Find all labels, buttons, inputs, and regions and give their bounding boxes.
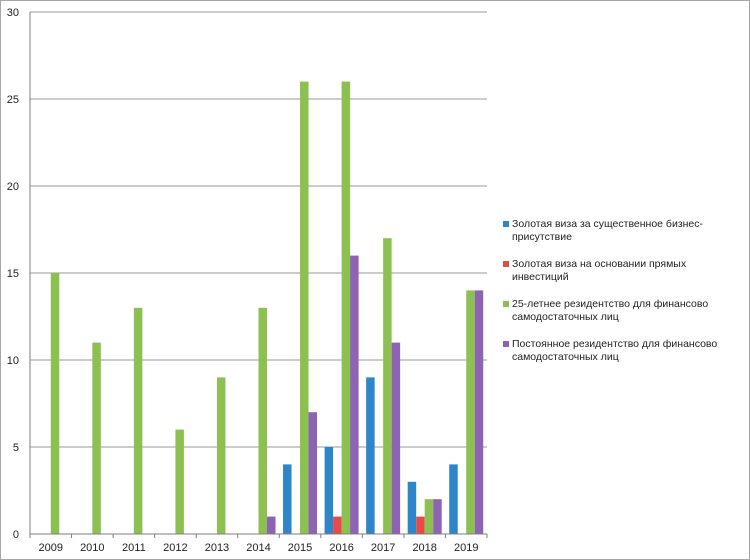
bar xyxy=(258,307,267,534)
legend-item: 25-летнее резидентство для финансово сам… xyxy=(503,298,743,324)
x-tick-label: 2019 xyxy=(454,542,478,554)
y-tick-label: 15 xyxy=(7,268,19,280)
bar xyxy=(50,273,60,534)
legend-item: Золотая виза на основании прямых инвести… xyxy=(503,258,743,284)
bar xyxy=(391,342,401,534)
x-tick-label: 2009 xyxy=(39,542,63,554)
y-tick-label: 10 xyxy=(7,355,19,367)
bar xyxy=(308,412,318,534)
legend-item: Постоянное резидентство для финансово са… xyxy=(503,338,743,364)
x-tick-label: 2013 xyxy=(205,542,229,554)
x-tick-label: 2017 xyxy=(371,542,395,554)
bar xyxy=(333,516,342,534)
bar xyxy=(283,464,292,534)
y-tick-label: 5 xyxy=(13,442,19,454)
bar xyxy=(466,290,475,534)
x-tick-label: 2011 xyxy=(122,542,146,554)
x-tick-label: 2014 xyxy=(246,542,270,554)
bar xyxy=(133,307,143,534)
bar xyxy=(416,516,425,534)
y-tick-label: 30 xyxy=(7,7,19,19)
legend-label: Золотая виза за существенное бизнес-прис… xyxy=(512,218,704,243)
bar xyxy=(366,377,375,534)
bar xyxy=(449,464,458,534)
bar xyxy=(424,499,434,534)
bar xyxy=(433,499,442,534)
bar xyxy=(300,81,309,534)
x-tick-label: 2012 xyxy=(163,542,187,554)
bar xyxy=(383,238,392,534)
bar xyxy=(216,377,226,534)
x-tick-label: 2018 xyxy=(412,542,436,554)
legend-label: Постоянное резидентство для финансово са… xyxy=(512,338,718,363)
legend-swatch xyxy=(503,341,509,347)
bar xyxy=(350,255,359,534)
bar xyxy=(92,342,101,534)
legend-label: 25-летнее резидентство для финансово сам… xyxy=(512,298,709,323)
legend-label: Золотая виза на основании прямых инвести… xyxy=(512,258,687,283)
legend-swatch xyxy=(503,261,509,267)
x-tick-label: 2010 xyxy=(80,542,104,554)
x-tick-label: 2015 xyxy=(288,542,312,554)
legend: Золотая виза за существенное бизнес-прис… xyxy=(503,218,743,378)
axes: 0 5 10 15 20 25 30 2009 2010 2011 2012 2013 2014 2015… xyxy=(7,7,488,554)
bar xyxy=(474,290,484,534)
y-tick-label: 20 xyxy=(7,181,19,193)
bar xyxy=(407,481,417,534)
gridlines xyxy=(30,11,487,448)
x-tick-label: 2016 xyxy=(329,542,353,554)
bar xyxy=(324,447,334,534)
bars xyxy=(50,81,484,534)
legend-swatch xyxy=(503,301,509,307)
y-tick-label: 25 xyxy=(7,94,19,106)
bar xyxy=(341,81,351,534)
legend-swatch xyxy=(503,221,509,227)
bar xyxy=(267,516,276,534)
bar xyxy=(175,429,184,534)
y-tick-label: 0 xyxy=(13,529,19,541)
legend-item: Золотая виза за существенное бизнес-прис… xyxy=(503,218,743,244)
